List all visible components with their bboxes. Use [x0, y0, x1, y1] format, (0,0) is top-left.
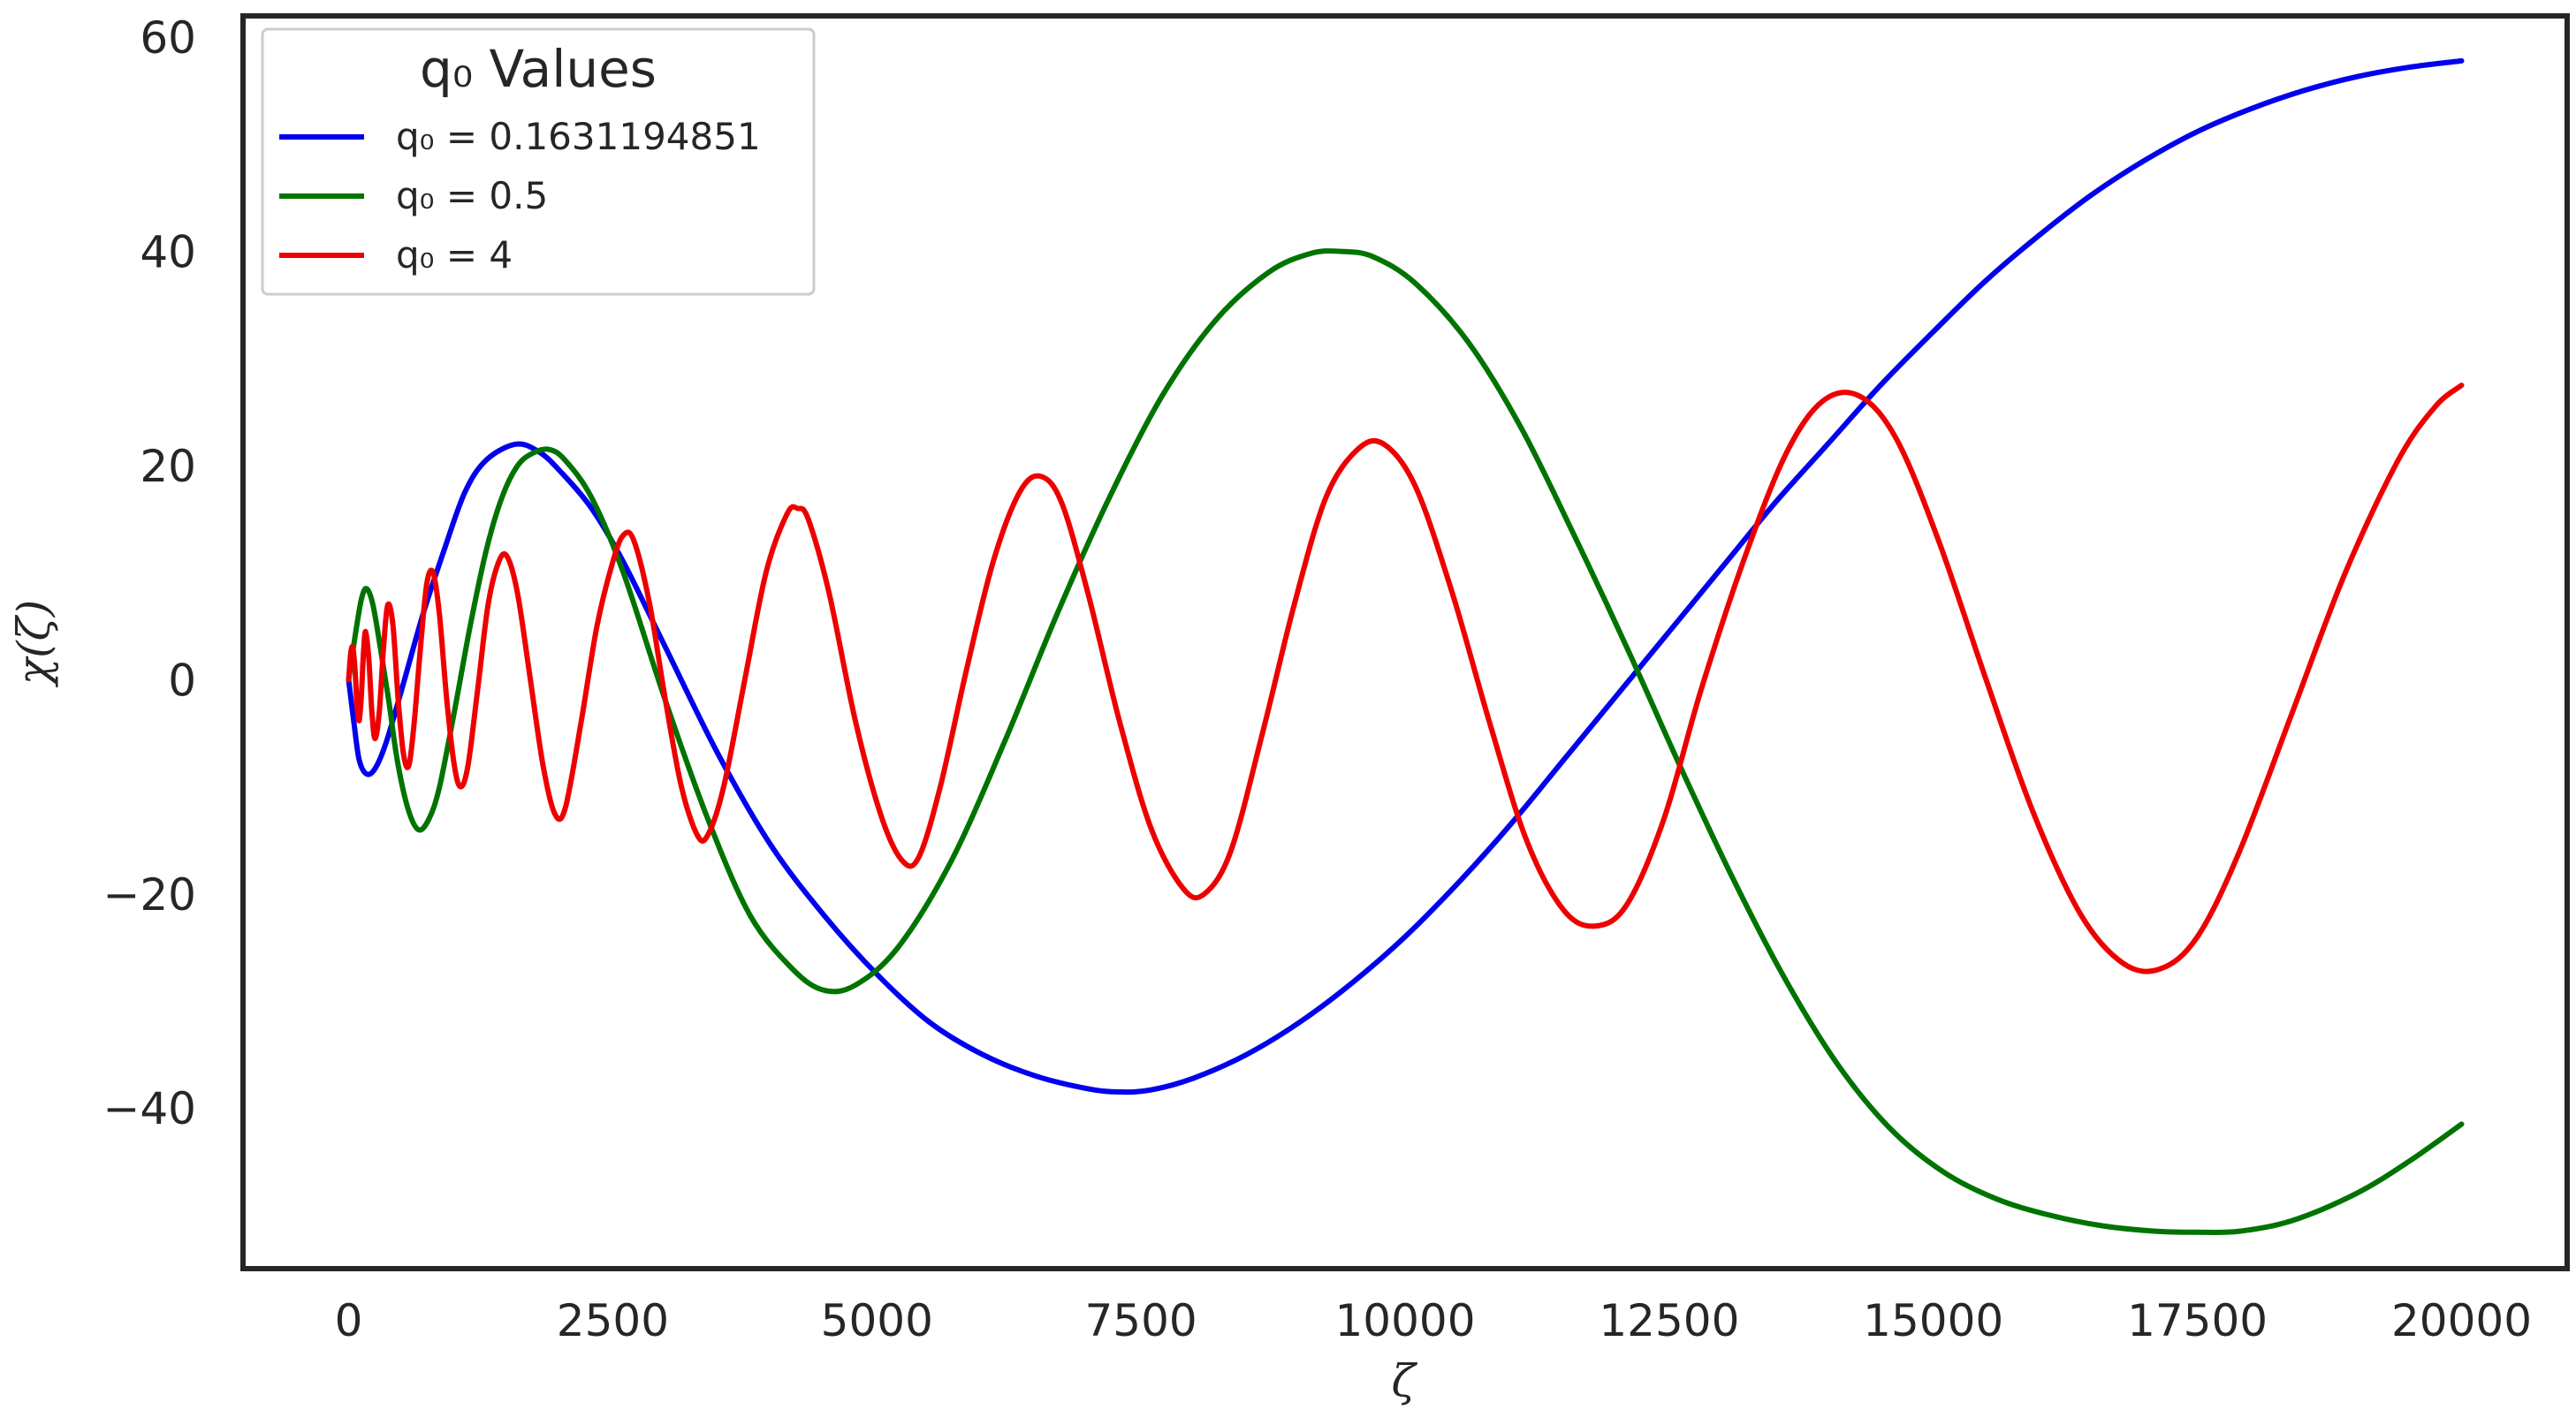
legend-box	[261, 27, 816, 296]
series-line-1	[346, 57, 2465, 1095]
x-tick-label: 10000	[1334, 1295, 1475, 1346]
series-line-3	[346, 383, 2465, 974]
y-tick-label: 20	[140, 441, 196, 492]
series-line-2	[346, 248, 2465, 1236]
plot-frame	[240, 13, 2570, 1271]
legend-title: q₀ Values	[420, 39, 657, 99]
x-tick-label: 2500	[557, 1295, 669, 1346]
x-tick-label: 0	[335, 1295, 363, 1346]
plot-series	[346, 57, 2465, 1236]
legend-entry-label: q₀ = 0.1631194851	[396, 115, 761, 158]
x-axis-label: ζ	[1391, 1355, 1417, 1406]
x-tick-label: 12500	[1599, 1295, 1739, 1346]
y-axis-label: χ(ζ)	[8, 600, 59, 687]
y-tick-label: 0	[168, 655, 196, 706]
x-tick-label: 17500	[2127, 1295, 2268, 1346]
x-tick-label: 7500	[1084, 1295, 1197, 1346]
x-tick-label: 15000	[1863, 1295, 2003, 1346]
y-tick-labels: −40 −20 0 20 40 60	[103, 12, 196, 1134]
y-tick-label: −20	[103, 869, 196, 921]
x-tick-label: 20000	[2391, 1295, 2532, 1346]
y-tick-label: 60	[140, 12, 196, 64]
x-tick-labels: 0 2500 5000 7500 10000 12500 15000 17500 20000	[335, 1295, 2532, 1346]
x-tick-label: 5000	[821, 1295, 933, 1346]
legend-entry-label: q₀ = 4	[396, 233, 513, 277]
legend-entry-label: q₀ = 0.5	[396, 174, 548, 217]
y-tick-label: −40	[103, 1083, 196, 1134]
y-tick-label: 40	[140, 227, 196, 278]
legend-entries: q₀ = 0.1631194851 q₀ = 0.5 q₀ = 4	[279, 115, 761, 277]
